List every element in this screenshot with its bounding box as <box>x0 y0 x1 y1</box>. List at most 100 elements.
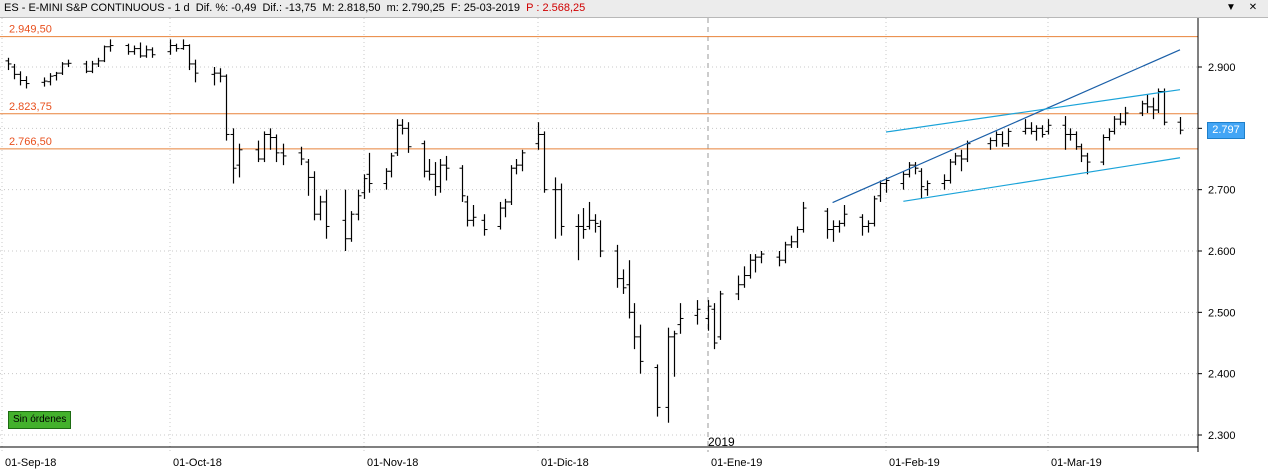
ohlc-bar <box>705 300 712 331</box>
ohlc-bar <box>443 155 450 181</box>
ohlc-bar <box>101 45 108 63</box>
ohlc-bar <box>597 220 604 258</box>
ohlc-bar <box>59 62 66 75</box>
ohlc-bar <box>53 71 60 81</box>
ohlc-bar <box>267 128 274 150</box>
ohlc-bar <box>1150 97 1157 120</box>
ohlc-bar <box>394 119 401 156</box>
x-tick-label: 01-Sep-18 <box>5 457 56 469</box>
instrument-name: E-MINI S&P CONTINUOUS <box>28 2 165 14</box>
ohlc-bar <box>987 137 994 150</box>
ohlc-bar <box>89 60 96 74</box>
ohlc-bar <box>541 131 548 193</box>
ohlc-bar <box>230 128 237 184</box>
ohlc-bar <box>900 171 907 190</box>
ohlc-bar <box>883 177 890 193</box>
ohlc-bar <box>459 165 466 202</box>
ohlc-bar <box>947 159 954 184</box>
no-orders-badge[interactable]: Sin órdenes <box>8 411 72 429</box>
x-tick-label: 01-Mar-19 <box>1051 457 1102 469</box>
ohlc-bar <box>1062 116 1069 150</box>
y-tick-label: 2.400 <box>1208 369 1236 381</box>
low-label: m: <box>386 2 399 14</box>
ohlc-bar <box>186 44 193 71</box>
x-tick-label: 01-Oct-18 <box>173 457 222 469</box>
ohlc-bar <box>261 131 268 163</box>
ohlc-bar <box>800 201 807 233</box>
horizontal-level-label: 2.949,50 <box>9 24 52 36</box>
pct-change-label: Dif. %: <box>195 2 229 14</box>
y-tick-label: 2.600 <box>1208 246 1236 258</box>
trendlines <box>832 49 1181 204</box>
y-tick-label: 2.900 <box>1208 62 1236 74</box>
ohlc-bar <box>1084 152 1091 175</box>
price-label: P : <box>526 2 540 14</box>
period: 1 d <box>174 2 190 14</box>
ohlc-bar <box>95 57 102 67</box>
ohlc-bar <box>1005 128 1012 147</box>
ohlc-bar <box>426 159 433 181</box>
ohlc-bar <box>677 303 684 334</box>
ohlc-bar <box>255 140 262 163</box>
collapse-button[interactable]: ▼ <box>1226 2 1236 13</box>
close-button[interactable]: ✕ <box>1248 2 1258 13</box>
ohlc-bar <box>421 140 428 178</box>
ohlc-bar <box>924 180 931 196</box>
ohlc-bar <box>366 152 373 193</box>
ohlc-bar <box>41 77 48 87</box>
ohlc-bar <box>906 162 913 178</box>
ohlc-bar <box>999 131 1006 147</box>
ohlc-bar <box>877 180 884 202</box>
ohlc-bar <box>586 201 593 230</box>
ohlc-bar <box>794 226 801 248</box>
ohlc-bar <box>575 214 582 261</box>
ohlc-bar <box>173 43 180 52</box>
ohlc-bar <box>535 122 542 150</box>
ohlc-bar <box>280 143 287 166</box>
ohlc-bar <box>405 122 412 153</box>
y-tick-label: 2.500 <box>1208 307 1236 319</box>
ohlc-bar <box>865 220 872 233</box>
ohlc-bar <box>711 303 718 350</box>
ohlc-bar <box>192 59 199 83</box>
ohlc-bar <box>671 330 678 377</box>
ohlc-bar <box>741 266 748 288</box>
low-value: 2.790,25 <box>401 2 445 14</box>
ohlc-bar <box>918 168 925 199</box>
ohlc-bar <box>236 143 243 178</box>
ohlc-bar <box>23 76 30 89</box>
ohlc-bar <box>361 174 368 199</box>
ohlc-bar <box>1177 116 1184 135</box>
ohlc-bar <box>637 324 644 374</box>
ohlc-bar <box>5 57 12 71</box>
ohlc-bar <box>65 59 72 67</box>
ohlc-bar <box>497 201 504 230</box>
ohlc-bar <box>941 174 948 190</box>
window-title: ES - E-MINI S&P CONTINUOUS - 1 d Dif. %:… <box>4 2 586 14</box>
ohlc-bar <box>871 195 878 227</box>
ohlc-bar <box>824 208 831 239</box>
ohlc-bar <box>305 159 312 196</box>
ohlc-bar <box>993 131 1000 147</box>
ohlc-bar <box>830 220 837 242</box>
ohlc-bar <box>1033 125 1040 141</box>
current-price-tag: 2.797 <box>1207 122 1245 139</box>
ohlc-bar <box>859 214 866 236</box>
ohlc-bar <box>1161 88 1168 126</box>
ohlc-bar <box>1117 113 1124 126</box>
trendline-lower-channel-light <box>903 157 1181 202</box>
ohlc-bar <box>580 208 587 239</box>
ohlc-bar <box>513 159 520 175</box>
ohlc-bar <box>952 152 959 166</box>
ohlc-bar <box>758 251 765 264</box>
ohlc-bar <box>788 235 795 248</box>
ohlc-bar <box>1144 94 1151 113</box>
date-label: F: <box>450 2 461 14</box>
ohlc-bar <box>143 45 150 58</box>
trendline-upper-channel-light <box>885 89 1181 133</box>
ohlc-bar <box>211 67 218 86</box>
price-chart[interactable]: 2.949,502.823,752.766,50 2.9002.8002.700… <box>0 18 1268 470</box>
ohlc-bar <box>149 47 156 58</box>
grid <box>0 18 1198 452</box>
ohlc-bar <box>665 327 672 423</box>
